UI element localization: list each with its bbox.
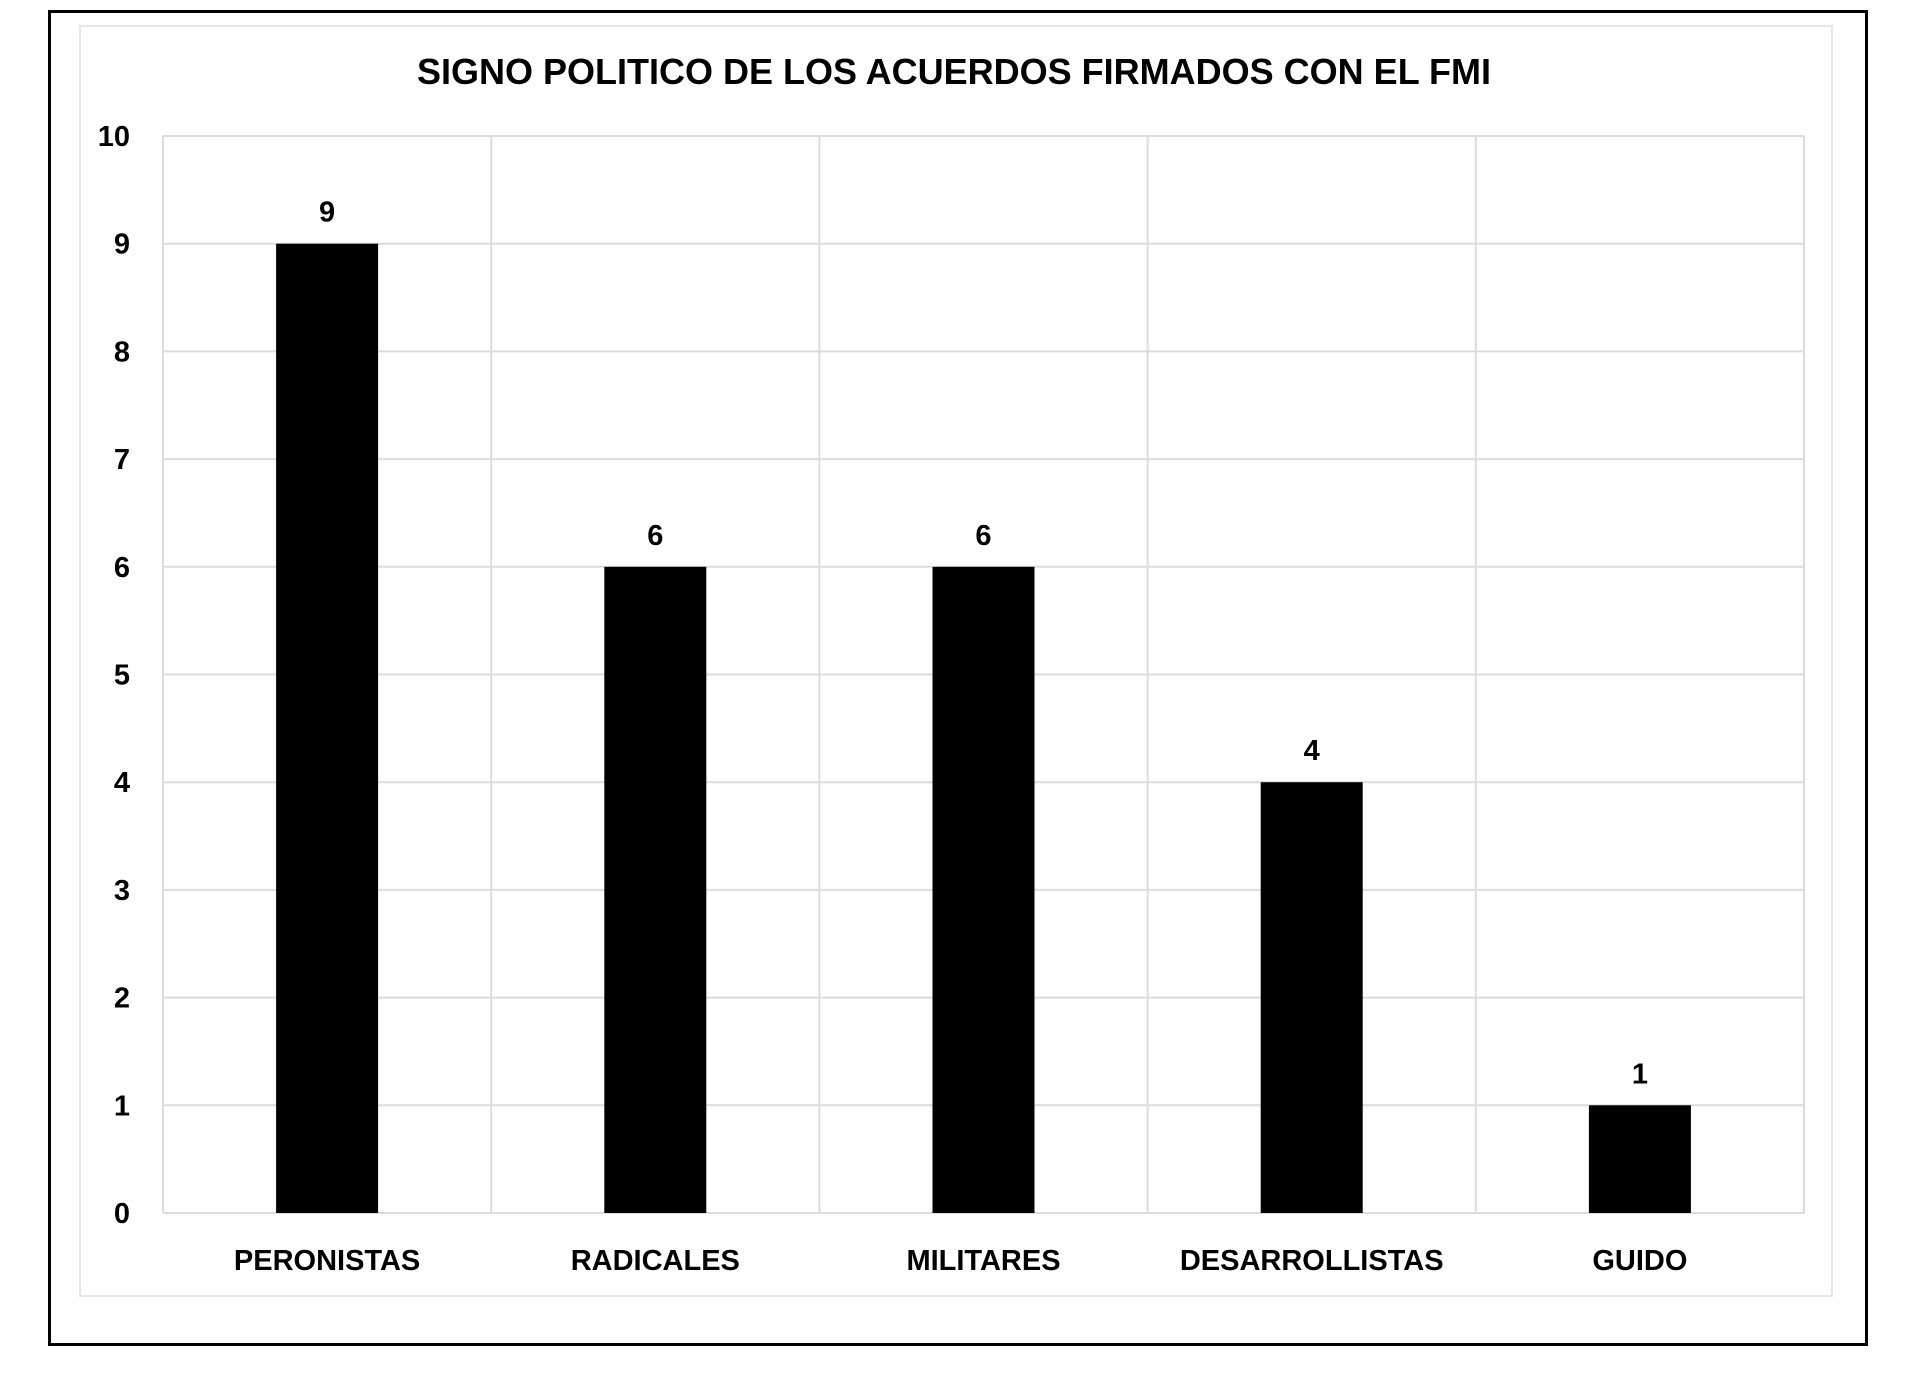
category-label-peronistas: PERONISTAS [234, 1245, 420, 1277]
chart-title: SIGNO POLITICO DE LOS ACUERDOS FIRMADOS … [417, 51, 1491, 92]
category-label-radicales: RADICALES [571, 1245, 740, 1277]
data-label-peronistas: 9 [319, 197, 335, 229]
category-label-militares: MILITARES [906, 1245, 1060, 1277]
y-axis-ticks: 0 1 2 3 4 5 6 7 8 9 10 [98, 121, 130, 1230]
y-tick-label-7: 7 [114, 444, 130, 476]
y-tick-label-1: 1 [114, 1090, 130, 1122]
y-tick-label-10: 10 [98, 121, 130, 153]
category-label-desarrollistas: DESARROLLISTAS [1180, 1245, 1444, 1277]
plot-panel [79, 25, 1833, 1297]
bar-guido [1588, 1105, 1691, 1213]
bar-radicales [604, 566, 707, 1213]
y-tick-label-9: 9 [114, 229, 130, 261]
y-tick-label-6: 6 [114, 552, 130, 584]
bar-desarrollistas [1260, 782, 1363, 1213]
category-label-guido: GUIDO [1592, 1245, 1687, 1277]
data-label-radicales: 6 [647, 520, 663, 552]
data-label-guido: 1 [1632, 1058, 1648, 1090]
y-tick-label-8: 8 [114, 336, 130, 368]
data-label-desarrollistas: 4 [1304, 735, 1320, 767]
bars [276, 243, 1691, 1213]
data-labels: 9 6 6 4 1 [319, 197, 1648, 1091]
x-axis-categories: PERONISTAS RADICALES MILITARES DESARROLLIST… [234, 1245, 1688, 1277]
y-tick-label-4: 4 [114, 767, 130, 799]
y-tick-label-0: 0 [114, 1198, 130, 1230]
bar-peronistas [276, 243, 379, 1213]
y-tick-label-5: 5 [114, 660, 130, 692]
y-tick-label-3: 3 [114, 875, 130, 907]
y-tick-label-2: 2 [114, 983, 130, 1015]
data-label-militares: 6 [975, 520, 991, 552]
bar-militares [932, 566, 1035, 1213]
